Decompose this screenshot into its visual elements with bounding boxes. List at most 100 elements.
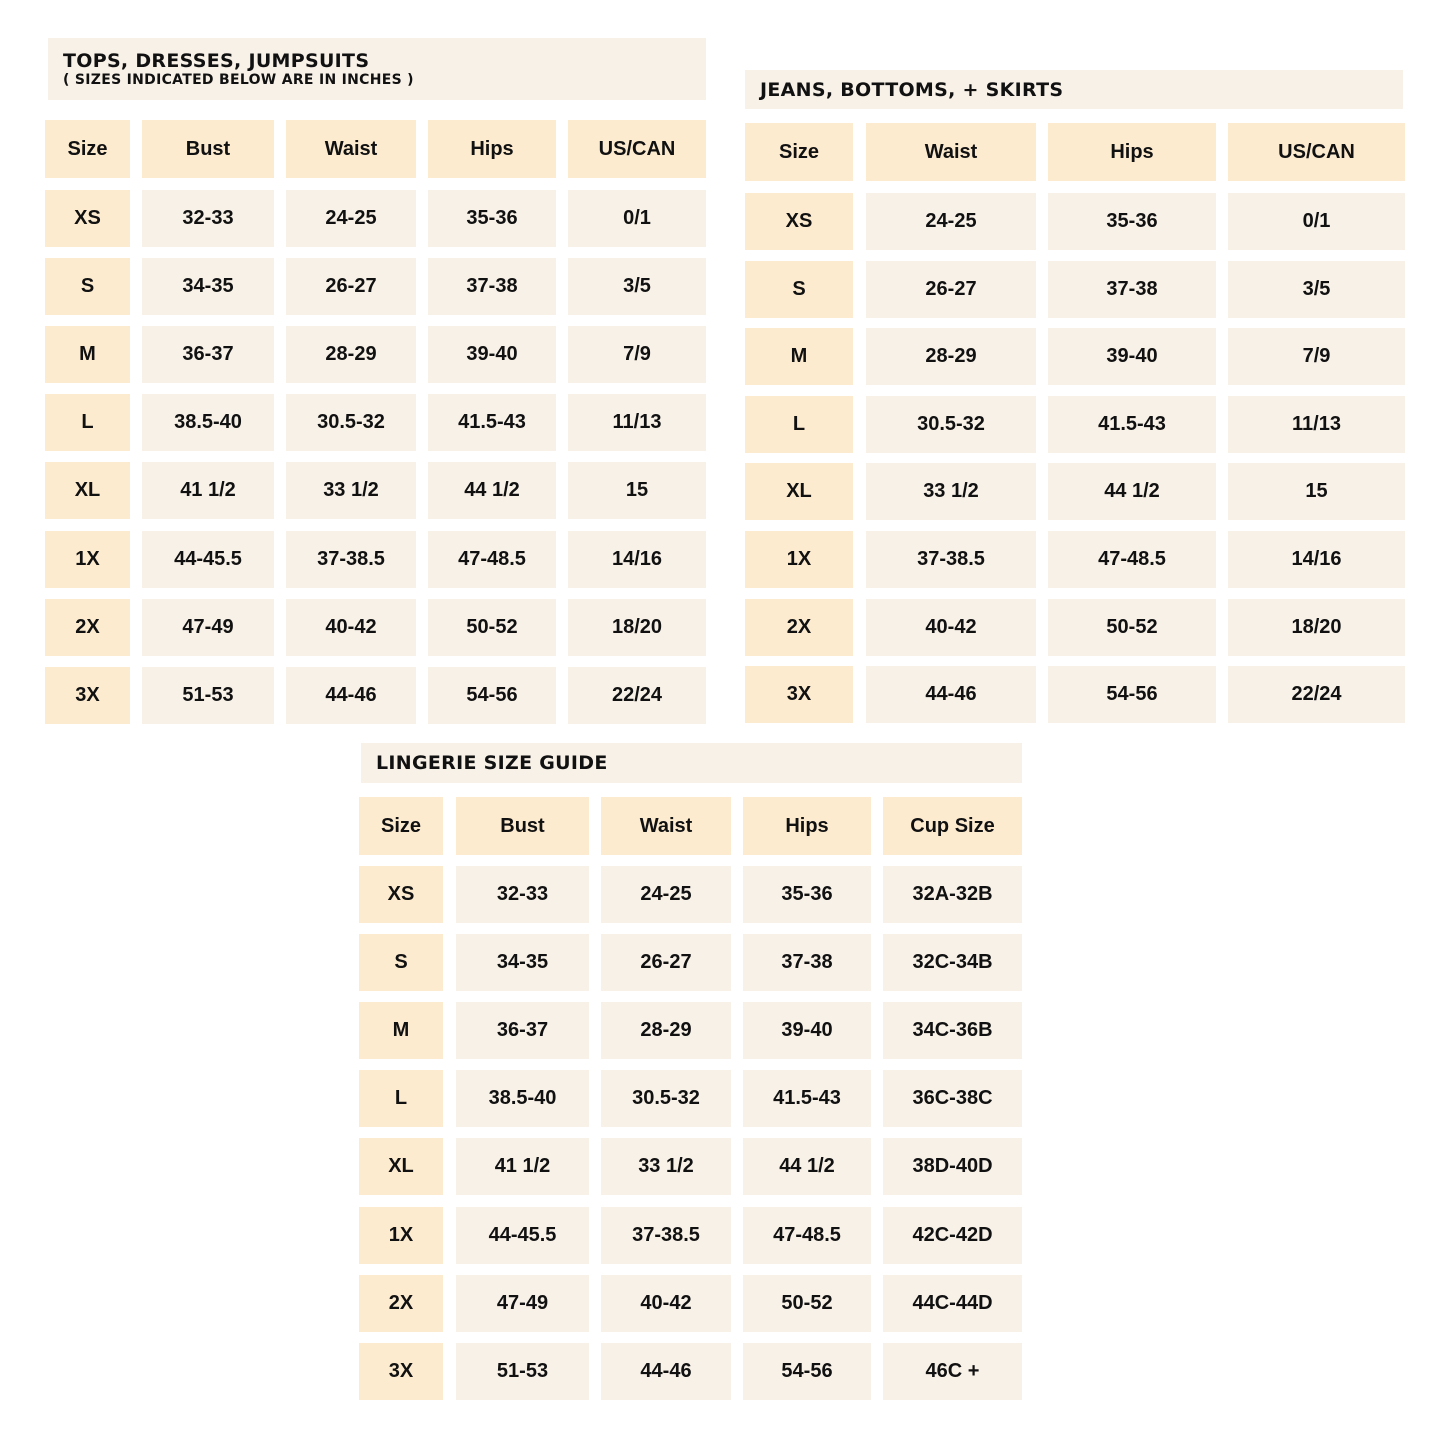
column-header: Hips [743, 797, 871, 855]
table-cell: 54-56 [1048, 666, 1216, 723]
table-cell: 50-52 [428, 599, 556, 656]
table-cell: 37-38.5 [601, 1207, 731, 1264]
table-cell: 34C-36B [883, 1002, 1022, 1059]
table-cell: 14/16 [1228, 531, 1405, 588]
table-cell: 30.5-32 [601, 1070, 731, 1127]
table-cell: 41 1/2 [456, 1138, 589, 1195]
table-cell: 18/20 [568, 599, 706, 656]
table-cell: 7/9 [568, 326, 706, 383]
table-cell: 26-27 [286, 258, 416, 315]
table-cell: 14/16 [568, 531, 706, 588]
table-title-box: LINGERIE SIZE GUIDE [361, 743, 1022, 783]
table-cell: 28-29 [866, 328, 1036, 385]
table-cell: 28-29 [601, 1002, 731, 1059]
table-cell: 47-48.5 [1048, 531, 1216, 588]
table-cell: 37-38 [743, 934, 871, 991]
column-header: Waist [866, 123, 1036, 181]
table-cell: 28-29 [286, 326, 416, 383]
table-cell: 30.5-32 [866, 396, 1036, 453]
column-header: Hips [428, 120, 556, 178]
table-cell: 40-42 [286, 599, 416, 656]
size-label: L [359, 1070, 443, 1127]
column-header: Waist [286, 120, 416, 178]
table-cell: 44-45.5 [142, 531, 274, 588]
table-cell: 44 1/2 [743, 1138, 871, 1195]
table-cell: 41.5-43 [1048, 396, 1216, 453]
table-cell: 38.5-40 [142, 394, 274, 451]
table-title: LINGERIE SIZE GUIDE [376, 752, 608, 774]
column-header: Size [45, 120, 130, 178]
table-cell: 26-27 [866, 261, 1036, 318]
table-cell: 38D-40D [883, 1138, 1022, 1195]
size-label: XL [359, 1138, 443, 1195]
table-cell: 37-38.5 [286, 531, 416, 588]
table-cell: 33 1/2 [866, 463, 1036, 520]
table-cell: 33 1/2 [601, 1138, 731, 1195]
column-header: US/CAN [1228, 123, 1405, 181]
table-cell: 32-33 [142, 190, 274, 247]
table-cell: 41.5-43 [428, 394, 556, 451]
table-cell: 51-53 [142, 667, 274, 724]
table-cell: 33 1/2 [286, 462, 416, 519]
size-label: L [745, 396, 853, 453]
table-cell: 47-48.5 [428, 531, 556, 588]
size-label: 1X [745, 531, 853, 588]
size-label: XS [745, 193, 853, 250]
table-subtitle: ( SIZES INDICATED BELOW ARE IN INCHES ) [63, 72, 414, 88]
table-cell: 37-38 [428, 258, 556, 315]
column-header: Size [359, 797, 443, 855]
table-cell: 39-40 [1048, 328, 1216, 385]
table-title: JEANS, BOTTOMS, + SKIRTS [760, 78, 1064, 101]
size-label: 2X [745, 599, 853, 656]
table-cell: 11/13 [568, 394, 706, 451]
table-cell: 44-46 [866, 666, 1036, 723]
table-cell: 3/5 [1228, 261, 1405, 318]
size-label: S [745, 261, 853, 318]
table-cell: 24-25 [601, 866, 731, 923]
table-cell: 24-25 [866, 193, 1036, 250]
size-label: M [745, 328, 853, 385]
size-label: M [45, 326, 130, 383]
size-label: 2X [359, 1275, 443, 1332]
size-label: 2X [45, 599, 130, 656]
table-cell: 7/9 [1228, 328, 1405, 385]
table-cell: 30.5-32 [286, 394, 416, 451]
table-cell: 50-52 [743, 1275, 871, 1332]
table-cell: 35-36 [1048, 193, 1216, 250]
table-cell: 51-53 [456, 1343, 589, 1400]
table-cell: 47-48.5 [743, 1207, 871, 1264]
table-cell: 34-35 [142, 258, 274, 315]
table-cell: 42C-42D [883, 1207, 1022, 1264]
table-cell: 0/1 [1228, 193, 1405, 250]
table-cell: 3/5 [568, 258, 706, 315]
column-header: Waist [601, 797, 731, 855]
size-label: 3X [359, 1343, 443, 1400]
table-cell: 44-46 [286, 667, 416, 724]
size-label: M [359, 1002, 443, 1059]
table-cell: 36-37 [142, 326, 274, 383]
table-cell: 24-25 [286, 190, 416, 247]
table-cell: 46C + [883, 1343, 1022, 1400]
size-label: XL [45, 462, 130, 519]
column-header: Size [745, 123, 853, 181]
table-title-box: JEANS, BOTTOMS, + SKIRTS [745, 70, 1403, 109]
table-cell: 44 1/2 [1048, 463, 1216, 520]
table-cell: 38.5-40 [456, 1070, 589, 1127]
table-cell: 54-56 [743, 1343, 871, 1400]
table-cell: 44-46 [601, 1343, 731, 1400]
column-header: Cup Size [883, 797, 1022, 855]
column-header: US/CAN [568, 120, 706, 178]
table-title: TOPS, DRESSES, JUMPSUITS [63, 50, 370, 72]
table-cell: 32C-34B [883, 934, 1022, 991]
size-label: S [45, 258, 130, 315]
table-cell: 35-36 [428, 190, 556, 247]
table-cell: 41 1/2 [142, 462, 274, 519]
table-cell: 40-42 [866, 599, 1036, 656]
column-header: Hips [1048, 123, 1216, 181]
table-cell: 54-56 [428, 667, 556, 724]
table-cell: 37-38.5 [866, 531, 1036, 588]
size-label: XS [45, 190, 130, 247]
table-cell: 36-37 [456, 1002, 589, 1059]
table-cell: 39-40 [743, 1002, 871, 1059]
table-cell: 0/1 [568, 190, 706, 247]
